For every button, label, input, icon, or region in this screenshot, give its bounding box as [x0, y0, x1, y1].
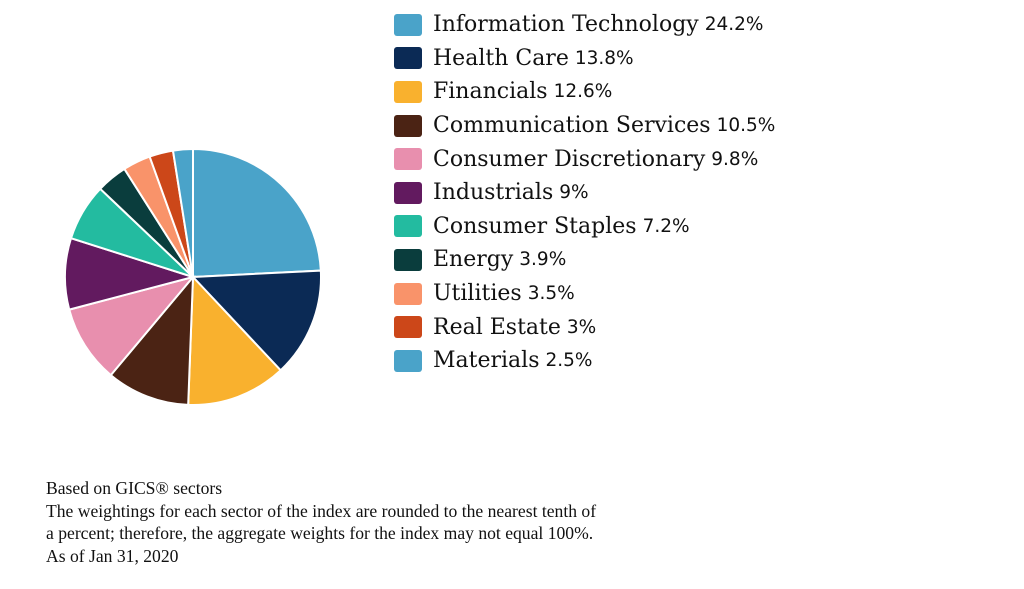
legend-swatch [394, 80, 422, 103]
legend-item: Information Technology 24.2% [394, 8, 775, 42]
legend-label: Information Technology [433, 12, 699, 38]
legend-value: 13.8% [574, 47, 634, 69]
legend-swatch [394, 13, 422, 36]
legend-item: Consumer Staples 7.2% [394, 210, 775, 244]
legend-swatch [394, 114, 422, 137]
pie-slice-health-care [190, 269, 322, 372]
legend-item: Communication Services 10.5% [394, 109, 775, 143]
pie-chart [64, 147, 322, 406]
legend-swatch [394, 47, 422, 70]
legend-label: Energy [433, 247, 514, 273]
pie-slice-information-technology [192, 147, 322, 279]
legend-swatch [394, 349, 422, 372]
legend-item: Utilities 3.5% [394, 277, 775, 311]
legend-label: Utilities [433, 281, 522, 307]
legend-value: 3% [566, 316, 597, 338]
legend-value: 3.9% [519, 249, 567, 271]
pie-slice-communication-services [109, 274, 195, 406]
legend-label: Real Estate [433, 314, 561, 340]
legend-value: 2.5% [545, 350, 593, 372]
legend-swatch [394, 215, 422, 238]
pie-slice-financials [187, 274, 283, 406]
legend-value: 24.2% [704, 14, 764, 36]
legend-value: 10.5% [716, 115, 776, 137]
legend-label: Financials [433, 79, 548, 105]
legend-item: Health Care 13.8% [394, 42, 775, 76]
legend-value: 9.8% [711, 148, 759, 170]
legend-label: Health Care [433, 45, 569, 71]
legend: Information Technology 24.2% Health Care 13… [394, 8, 775, 378]
legend-item: Real Estate 3% [394, 310, 775, 344]
legend-value: 3.5% [527, 283, 575, 305]
legend-item: Consumer Discretionary 9.8% [394, 142, 775, 176]
legend-label: Industrials [433, 180, 554, 206]
legend-swatch [394, 148, 422, 171]
legend-swatch [394, 316, 422, 339]
footnote-rounding-1: The weightings for each sector of the in… [46, 500, 597, 521]
legend-value: 9% [559, 182, 589, 204]
legend-swatch [394, 248, 422, 271]
legend-value: 12.6% [553, 81, 613, 103]
legend-item: Materials 2.5% [394, 344, 775, 378]
legend-label: Communication Services [433, 113, 711, 139]
legend-item: Financials 12.6% [394, 75, 775, 109]
legend-item: Industrials 9% [394, 176, 775, 210]
footnote: Based on GICS® sectors The weightings fo… [46, 477, 596, 567]
legend-label: Consumer Discretionary [433, 146, 706, 172]
legend-item: Energy 3.9% [394, 243, 775, 277]
footnote-source: Based on GICS® sectors [46, 478, 223, 498]
footnote-date: As of Jan 31, 2020 [46, 545, 179, 566]
legend-swatch [394, 181, 422, 204]
legend-label: Materials [433, 348, 540, 374]
footnote-rounding-2: a percent; therefore, the aggregate weig… [46, 523, 594, 543]
legend-value: 7.2% [642, 215, 690, 237]
pie-slice-materials [171, 147, 194, 278]
legend-label: Consumer Staples [433, 213, 637, 239]
legend-swatch [394, 282, 422, 305]
